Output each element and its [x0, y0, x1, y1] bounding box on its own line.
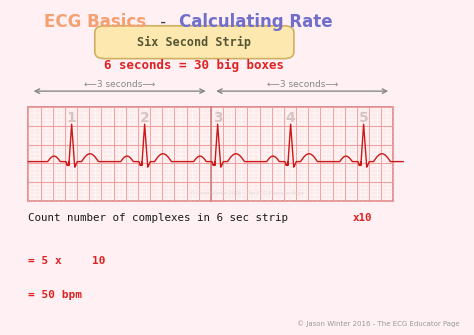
Text: = 5 x: = 5 x — [28, 256, 69, 266]
Text: © Jason Winter 2016 - The ECG Educator Page: © Jason Winter 2016 - The ECG Educator P… — [190, 190, 303, 196]
Text: -: - — [155, 13, 172, 31]
Bar — [28, 107, 393, 201]
Text: 3: 3 — [213, 111, 222, 125]
Text: 5: 5 — [359, 111, 368, 125]
Text: 1: 1 — [67, 111, 76, 125]
Text: 2: 2 — [140, 111, 149, 125]
Text: 10: 10 — [92, 256, 106, 266]
Text: Count number of complexes in 6 sec strip: Count number of complexes in 6 sec strip — [28, 213, 295, 223]
Text: 6 seconds = 30 big boxes: 6 seconds = 30 big boxes — [104, 59, 284, 72]
Text: © Jason Winter 2016 - The ECG Educator Page: © Jason Winter 2016 - The ECG Educator P… — [297, 320, 460, 327]
FancyBboxPatch shape — [95, 26, 294, 59]
Text: 4: 4 — [286, 111, 295, 125]
Text: x10: x10 — [353, 213, 373, 223]
Text: ⟵3 seconds⟶: ⟵3 seconds⟶ — [266, 80, 338, 89]
Text: ⟵3 seconds⟶: ⟵3 seconds⟶ — [84, 80, 155, 89]
Text: = 50 bpm: = 50 bpm — [28, 290, 82, 300]
Text: ECG Basics: ECG Basics — [44, 13, 146, 31]
Text: Six Second Strip: Six Second Strip — [137, 36, 251, 49]
Text: Calculating Rate: Calculating Rate — [179, 13, 333, 31]
